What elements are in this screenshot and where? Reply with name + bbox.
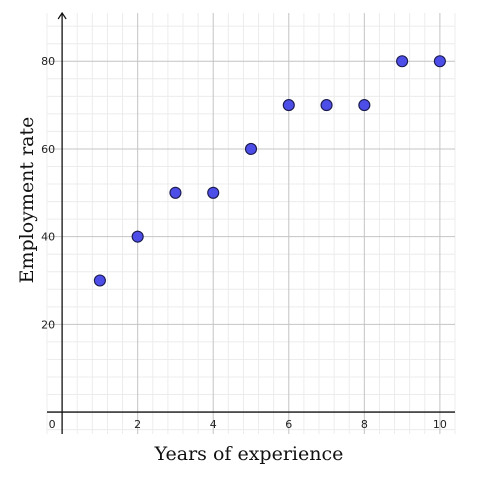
data-point bbox=[131, 230, 144, 243]
data-point bbox=[282, 99, 295, 112]
data-point bbox=[207, 186, 220, 199]
data-point bbox=[396, 55, 409, 68]
y-axis-arrow bbox=[57, 11, 67, 20]
tick-labels: 2 4 6 8 10 20 40 60 80 0 bbox=[41, 55, 447, 431]
y-tick-label: 60 bbox=[41, 143, 55, 156]
data-point bbox=[320, 99, 333, 112]
x-tick-label: 6 bbox=[285, 418, 292, 431]
data-points bbox=[93, 55, 446, 287]
x-tick-label: 10 bbox=[433, 418, 447, 431]
data-point bbox=[244, 142, 258, 155]
y-axis-title: Employment rate bbox=[16, 117, 38, 284]
y-tick-label: 40 bbox=[41, 231, 55, 244]
origin-label: 0 bbox=[49, 418, 56, 431]
major-grid bbox=[47, 13, 455, 434]
data-point bbox=[358, 99, 371, 112]
x-tick-label: 2 bbox=[134, 418, 141, 431]
data-point bbox=[433, 55, 446, 68]
y-tick-label: 20 bbox=[41, 318, 55, 331]
data-point bbox=[93, 274, 106, 287]
axes bbox=[47, 11, 455, 434]
data-point bbox=[169, 186, 182, 199]
y-tick-label: 80 bbox=[41, 55, 55, 68]
x-tick-label: 8 bbox=[361, 418, 368, 431]
x-axis-title: Years of experience bbox=[154, 443, 344, 465]
x-tick-label: 4 bbox=[210, 418, 217, 431]
minor-grid bbox=[46, 13, 456, 434]
